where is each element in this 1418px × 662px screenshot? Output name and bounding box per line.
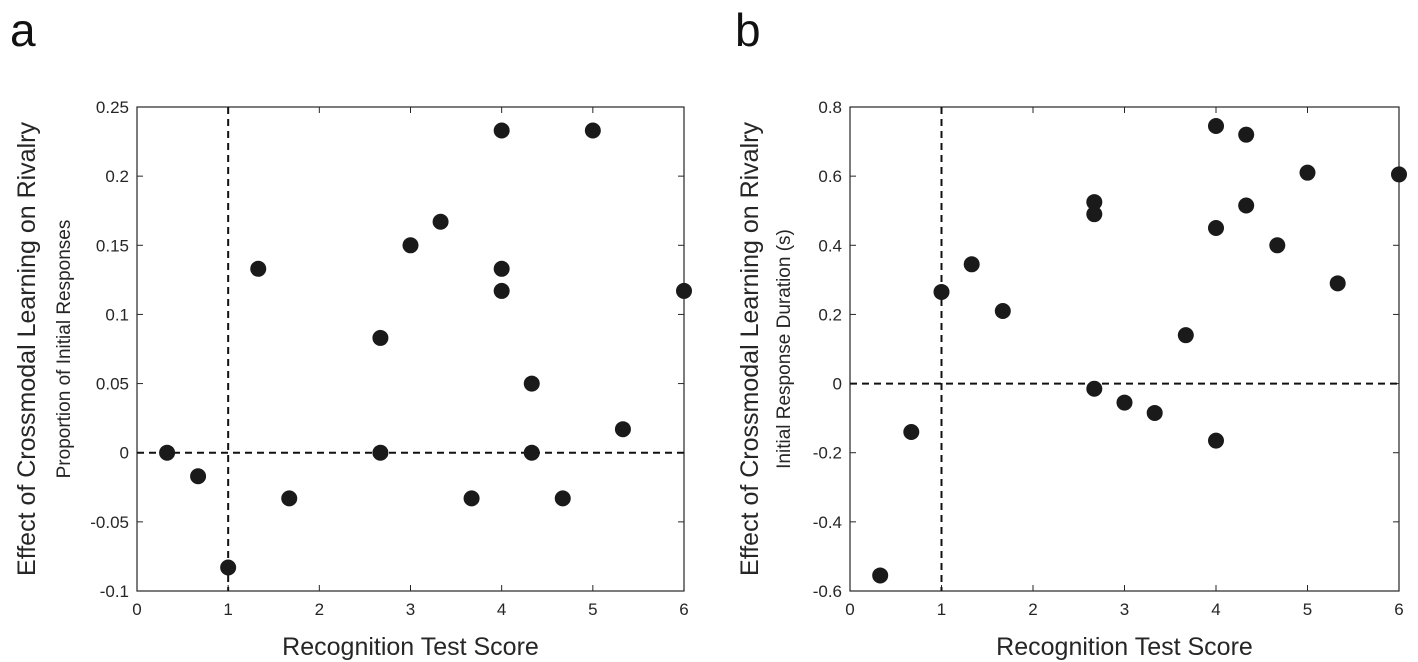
panel-a-data-point — [402, 237, 419, 254]
panel-a-data-point — [676, 282, 692, 299]
panel-b-data-point — [1269, 237, 1286, 254]
panel-a-x-tick-label: 4 — [497, 600, 506, 619]
panel-b-y-tick-label: -0.4 — [813, 513, 842, 532]
panel-a-data-point — [584, 122, 601, 139]
panel-b-y-tick-label: 0.2 — [818, 305, 842, 324]
panel-b-plot-area — [849, 106, 1400, 592]
panel-a-data-point — [372, 444, 389, 461]
panel-b-data-point — [1208, 118, 1224, 135]
panel-b-x-ticks: 0 1 2 3 4 5 6 — [845, 107, 1404, 619]
panel-a-x-tick-label: 6 — [679, 600, 688, 619]
panel-a-data-point — [281, 490, 298, 507]
panel-b-x-tick-label: 6 — [1394, 600, 1403, 619]
panel-b-data-point — [963, 256, 980, 273]
panel-b-x-axis-label: Recognition Test Score — [996, 633, 1253, 661]
panel-a-x-ticks: 0 1 2 3 4 5 6 — [132, 107, 689, 619]
panel-b-data-point — [1329, 275, 1346, 292]
panel-b-x-tick-label: 2 — [1028, 600, 1037, 619]
panel-b-data-point — [933, 283, 950, 300]
panel-b-data-point — [872, 567, 889, 584]
panel-a-x-axis-label: Recognition Test Score — [282, 633, 539, 661]
panel-b-data-point — [1238, 126, 1255, 143]
panel-a-y-tick-label: -0.05 — [90, 513, 129, 532]
panel-a-y-tick-label: -0.1 — [100, 582, 129, 601]
panel-b-data-point — [1238, 197, 1255, 214]
panel-b-y-tick-label: -0.2 — [813, 444, 842, 463]
panel-a-points — [159, 122, 692, 576]
panel-b-data-point — [1391, 166, 1407, 183]
panel-a-letter: a — [10, 4, 36, 56]
panel-b-data-point — [1116, 394, 1133, 411]
panel-b-data-point — [994, 302, 1011, 319]
panel-b-y-axis-label: Effect of Crossmodal Learning on Rivalry — [736, 122, 764, 576]
panel-a: a 0 1 2 3 4 5 6 -0.1 -0.05 0 0.05 0.1 0.15 0.2 0.25 R… — [10, 4, 692, 661]
panel-a-y-axis-label: Effect of Crossmodal Learning on Rivalry — [13, 122, 41, 576]
panel-b-y-axis-sublabel: Initial Response Duration (s) — [774, 229, 795, 469]
panel-a-x-tick-label: 0 — [132, 600, 141, 619]
panel-b-x-tick-label: 4 — [1211, 600, 1220, 619]
panel-a-x-tick-label: 1 — [223, 600, 232, 619]
panel-a-data-point — [159, 444, 176, 461]
panel-b: b 0 1 2 3 4 5 6 -0.6 -0.4 -0.2 0 0.2 0.4 0.6 0.8 Reco… — [735, 4, 1407, 661]
panel-a-data-point — [220, 559, 237, 576]
panel-a-data-point — [250, 260, 267, 277]
panel-b-x-tick-label: 3 — [1120, 600, 1129, 619]
panel-b-data-point — [1086, 206, 1103, 223]
panel-b-data-point — [1086, 380, 1103, 397]
panel-a-data-point — [493, 122, 510, 139]
panel-a-data-point — [554, 490, 571, 507]
panel-b-data-point — [903, 423, 920, 440]
panel-a-y-tick-label: 0.25 — [96, 98, 129, 117]
panel-b-data-point — [1177, 327, 1194, 344]
panel-a-plot-area — [136, 106, 685, 592]
panel-a-data-point — [190, 468, 207, 485]
panel-a-y-tick-label: 0.15 — [96, 236, 129, 255]
panel-b-y-tick-label: 0 — [833, 375, 842, 394]
panel-a-y-ticks: -0.1 -0.05 0 0.05 0.1 0.15 0.2 0.25 — [90, 98, 684, 601]
panel-b-y-tick-label: 0.4 — [818, 236, 842, 255]
panel-b-y-tick-label: 0.6 — [818, 167, 842, 186]
panel-a-data-point — [493, 282, 510, 299]
panel-a-data-point — [614, 421, 631, 438]
panel-a-data-point — [432, 213, 449, 230]
panel-a-data-point — [493, 260, 510, 277]
panel-b-data-point — [1086, 194, 1103, 211]
panel-b-y-tick-label: 0.8 — [818, 98, 842, 117]
panel-b-x-tick-label: 1 — [937, 600, 946, 619]
panel-b-y-ticks: -0.6 -0.4 -0.2 0 0.2 0.4 0.6 0.8 — [813, 98, 1399, 601]
panel-b-points — [872, 118, 1407, 584]
panel-a-y-tick-label: 0.1 — [105, 305, 129, 324]
panel-a-data-point — [523, 444, 540, 461]
panel-a-y-tick-label: 0.2 — [105, 167, 129, 186]
panel-b-data-point — [1208, 220, 1224, 236]
panel-a-y-tick-label: 0.05 — [96, 375, 129, 394]
panel-b-data-point — [1208, 432, 1224, 449]
panel-b-y-tick-label: -0.6 — [813, 582, 842, 601]
panel-b-x-tick-label: 0 — [845, 600, 854, 619]
panel-a-data-point — [523, 375, 540, 392]
panel-b-x-tick-label: 5 — [1303, 600, 1312, 619]
panel-a-x-tick-label: 3 — [406, 600, 415, 619]
panel-b-reference-lines — [850, 107, 1399, 591]
panel-a-x-tick-label: 2 — [315, 600, 324, 619]
panel-b-data-point — [1146, 404, 1163, 421]
panel-b-data-point — [1299, 164, 1316, 181]
panel-a-x-tick-label: 5 — [588, 600, 597, 619]
panel-a-y-tick-label: 0 — [120, 444, 129, 463]
panel-a-reference-lines — [137, 107, 684, 591]
panel-a-data-point — [372, 329, 389, 346]
panel-a-y-axis-sublabel: Proportion of Initial Responses — [54, 220, 75, 479]
panel-b-letter: b — [735, 4, 761, 56]
panel-a-data-point — [463, 490, 480, 507]
